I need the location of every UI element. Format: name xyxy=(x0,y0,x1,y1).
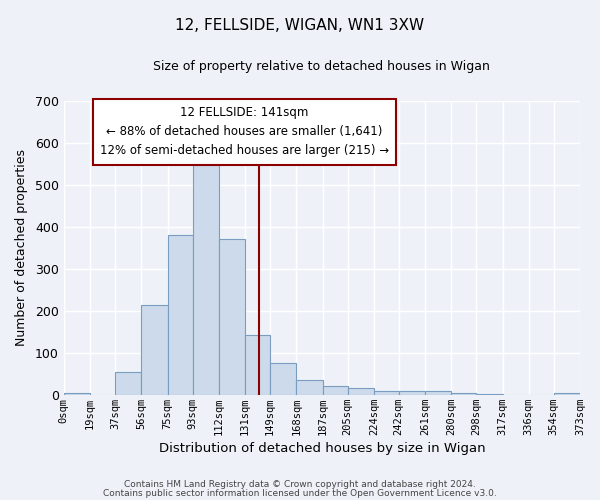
Bar xyxy=(399,390,425,395)
Bar xyxy=(296,380,323,395)
Title: Size of property relative to detached houses in Wigan: Size of property relative to detached ho… xyxy=(154,60,490,73)
Text: 12 FELLSIDE: 141sqm
← 88% of detached houses are smaller (1,641)
12% of semi-det: 12 FELLSIDE: 141sqm ← 88% of detached ho… xyxy=(100,106,389,158)
Bar xyxy=(270,364,296,395)
Bar xyxy=(554,392,580,395)
Y-axis label: Number of detached properties: Number of detached properties xyxy=(15,149,28,346)
Bar xyxy=(115,372,142,395)
Bar xyxy=(323,386,347,395)
Bar xyxy=(219,240,245,395)
Bar xyxy=(476,394,503,395)
Bar xyxy=(64,392,90,395)
Text: Contains public sector information licensed under the Open Government Licence v3: Contains public sector information licen… xyxy=(103,488,497,498)
Text: 12, FELLSIDE, WIGAN, WN1 3XW: 12, FELLSIDE, WIGAN, WN1 3XW xyxy=(175,18,425,32)
Bar xyxy=(425,392,451,395)
Bar xyxy=(142,306,167,395)
Text: Contains HM Land Registry data © Crown copyright and database right 2024.: Contains HM Land Registry data © Crown c… xyxy=(124,480,476,489)
Bar xyxy=(193,164,219,395)
X-axis label: Distribution of detached houses by size in Wigan: Distribution of detached houses by size … xyxy=(158,442,485,455)
Bar xyxy=(347,388,374,395)
Bar xyxy=(167,235,193,395)
Bar xyxy=(245,334,270,395)
Bar xyxy=(451,392,476,395)
Bar xyxy=(374,390,399,395)
